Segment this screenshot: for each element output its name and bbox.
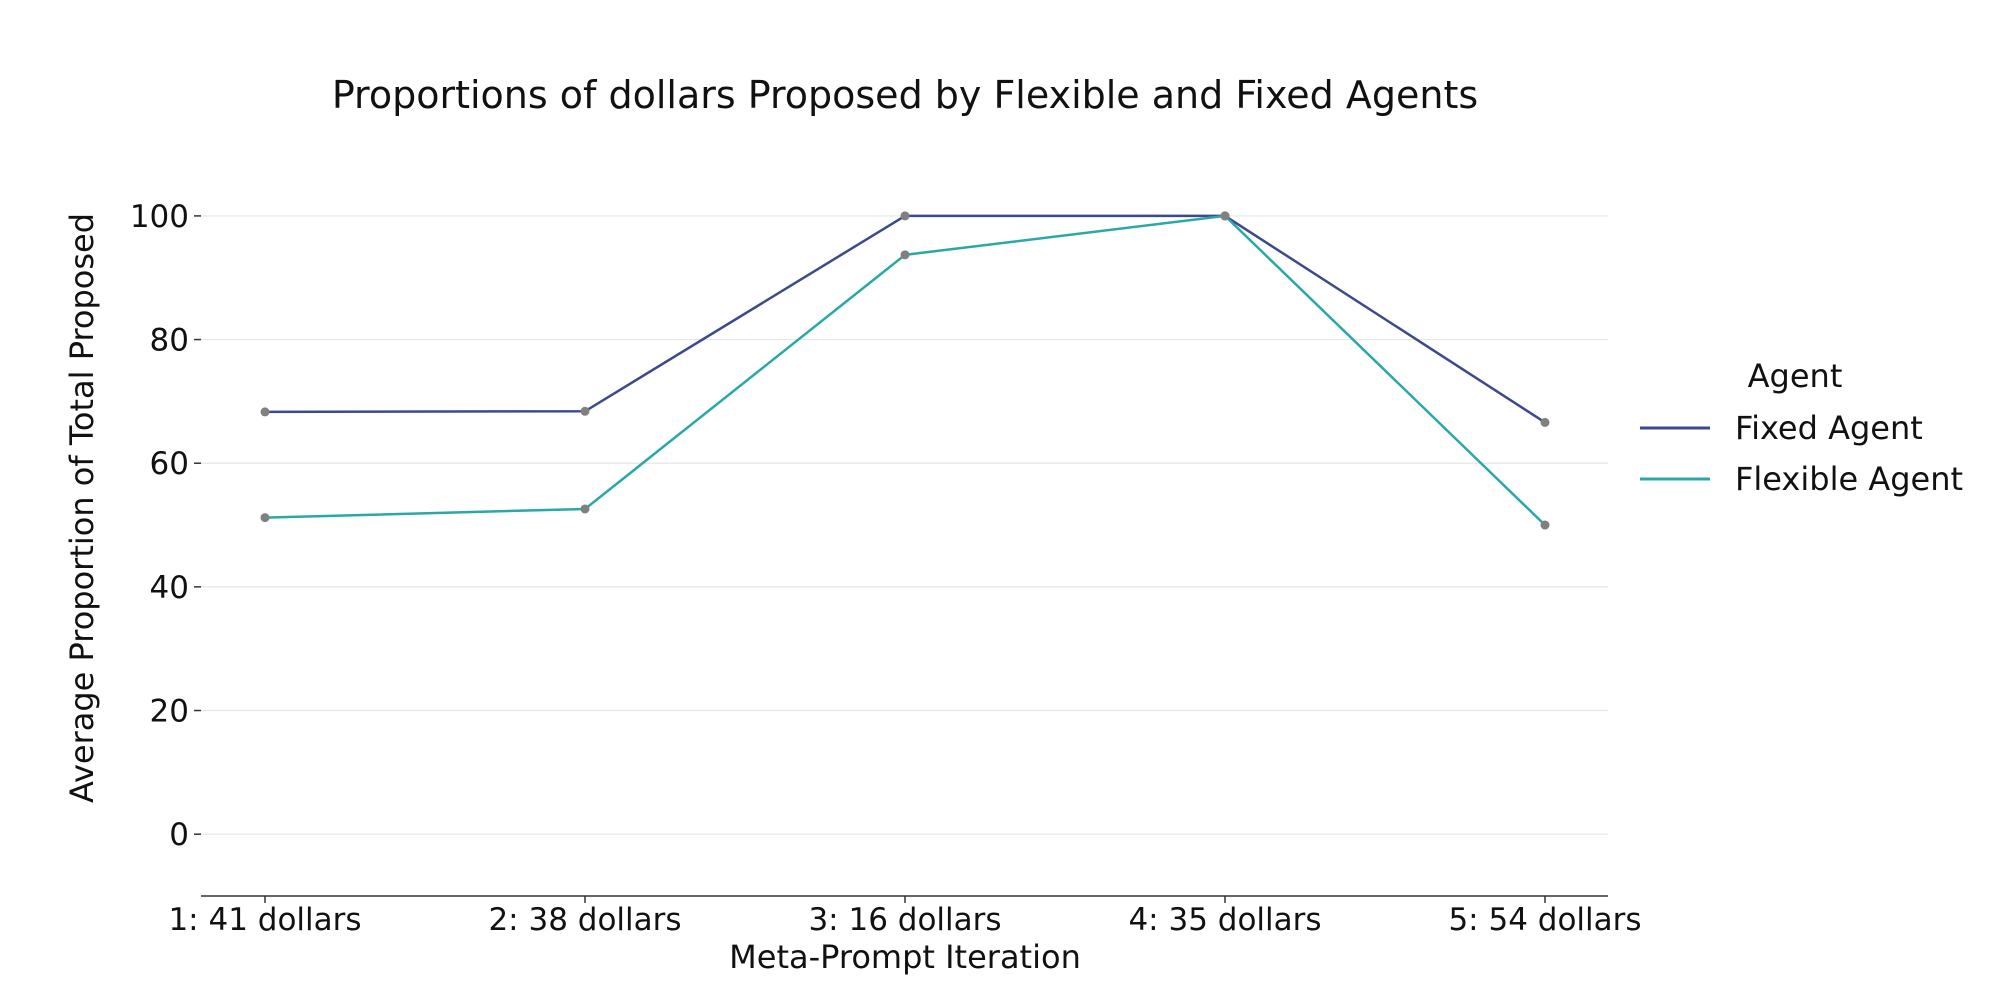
data-point [260, 513, 270, 523]
data-point [260, 407, 270, 417]
x-tick-label: 3: 16 dollars [808, 902, 1001, 938]
y-tick-label: 100 [130, 199, 189, 235]
legend-label: Fixed Agent [1735, 409, 1923, 447]
y-axis-label: Average Proportion of Total Proposed [63, 213, 101, 803]
legend: Agent Fixed Agent Flexible Agent [1640, 357, 1963, 498]
x-tick-label: 2: 38 dollars [488, 902, 681, 938]
x-axis-label: Meta-Prompt Iteration [729, 938, 1081, 976]
x-ticks: 1: 41 dollars 2: 38 dollars 3: 16 dollars 4… [168, 896, 1642, 938]
data-points [260, 211, 1550, 530]
y-tick-label: 60 [150, 446, 189, 482]
data-point [580, 504, 590, 514]
data-point [1540, 520, 1550, 530]
y-tick-label: 20 [150, 694, 189, 730]
legend-items: Fixed Agent Flexible Agent [1640, 409, 1963, 498]
legend-label: Flexible Agent [1735, 460, 1963, 498]
series-line-1 [264, 214, 1546, 526]
data-point [580, 406, 590, 416]
x-tick-label: 4: 35 dollars [1128, 902, 1321, 938]
data-point [900, 250, 910, 260]
data-point [1540, 417, 1550, 427]
gridlines [201, 215, 1608, 835]
y-ticks: 0 20 40 60 80 100 [130, 199, 201, 853]
y-tick-label: 0 [169, 817, 189, 853]
series-line-0 [264, 214, 1546, 424]
x-tick-label: 1: 41 dollars [168, 902, 361, 938]
data-point [1220, 211, 1230, 221]
data-point [900, 211, 910, 221]
series [264, 214, 1546, 526]
legend-title: Agent [1748, 357, 1843, 395]
y-tick-label: 40 [150, 570, 189, 606]
y-tick-label: 80 [150, 323, 189, 359]
x-tick-label: 5: 54 dollars [1448, 902, 1641, 938]
chart-title: Proportions of dollars Proposed by Flexi… [332, 73, 1478, 117]
